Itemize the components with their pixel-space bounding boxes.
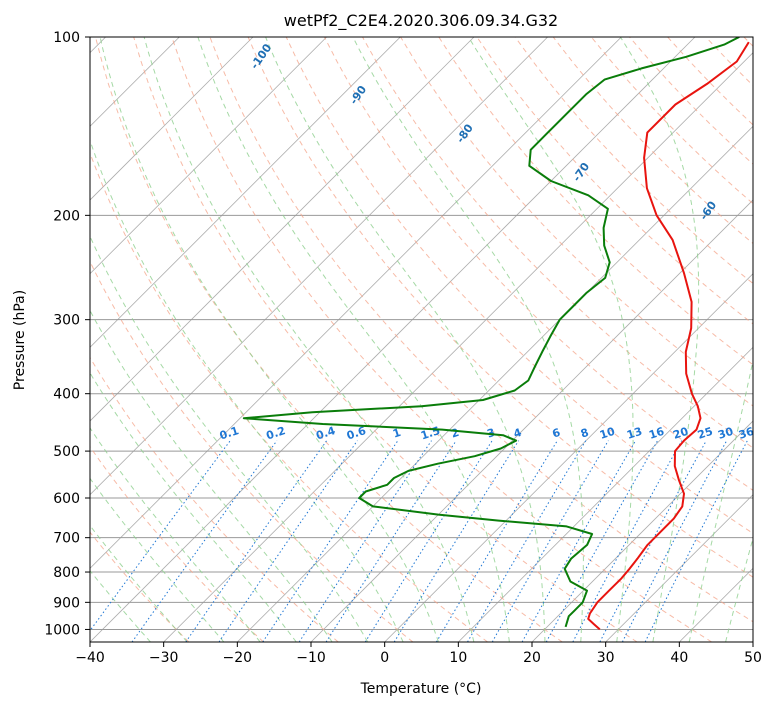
- mixing-ratio-label: 36: [737, 425, 756, 442]
- dry-adiabat-line: [247, 37, 753, 578]
- mixing-ratio-line: [364, 440, 493, 642]
- mixing-ratio-label: 0.4: [314, 424, 337, 442]
- moist-adiabat-line: [619, 37, 700, 642]
- moist-adiabat-line: [90, 524, 188, 642]
- mixing-ratio-label: 2: [449, 426, 460, 441]
- plot-frame: [89, 36, 754, 643]
- moist-adiabat-line: [143, 37, 475, 642]
- temperature-profile-line: [587, 41, 750, 631]
- mixing-ratio-label: 6: [551, 426, 563, 441]
- moist-adiabat-line: [99, 37, 439, 642]
- y-tick-label: 700: [53, 531, 80, 547]
- dry-adiabat-line: [90, 445, 264, 642]
- x-tick-label: −40: [75, 650, 105, 666]
- x-axis-title: Temperature (°C): [360, 681, 482, 697]
- x-tick-label: 20: [523, 650, 541, 666]
- grid-lines: [90, 37, 753, 642]
- dry-adiabat-line: [90, 151, 488, 642]
- mixing-ratio-label: 25: [696, 425, 715, 442]
- moist-adiabat-line: [90, 427, 261, 642]
- mixing-ratio-line: [491, 440, 609, 642]
- moist-adiabat-line: [90, 138, 404, 642]
- mixing-ratio-line: [644, 440, 748, 642]
- mixing-ratio-line: [185, 440, 328, 642]
- y-tick-label: 600: [53, 491, 80, 507]
- x-tick-label: 10: [449, 650, 467, 666]
- moist-adiabat-line: [352, 37, 584, 642]
- dry-adiabat-line: [133, 37, 638, 642]
- dry-adiabat-line: [209, 37, 753, 623]
- dry-adiabat-line: [95, 37, 563, 642]
- mixing-ratio-line: [545, 440, 659, 642]
- mixing-ratio-line: [90, 440, 231, 632]
- mixing-ratio-label: 30: [716, 425, 735, 442]
- moist-adiabat-line: [90, 569, 151, 642]
- dry-adiabat-line: [171, 37, 712, 642]
- y-tick-label: 200: [53, 208, 80, 224]
- isotherm-line: [605, 494, 753, 642]
- y-axis-title: Pressure (hPa): [12, 290, 28, 390]
- isotherm-line: [90, 37, 696, 642]
- axis-ticks: −40 −30 −20 −10 0 10 20 30 40 5010020030040050060…: [44, 30, 762, 666]
- mixing-ratio-line: [131, 440, 278, 642]
- chart-title: wetPf2_C2E4.2020.306.09.34.G32: [284, 11, 558, 31]
- dry-adiabat-line: [90, 260, 414, 642]
- x-tick-label: 40: [670, 650, 688, 666]
- isotherm-line: [384, 273, 753, 642]
- mixing-ratio-label: 0.2: [265, 424, 288, 442]
- mixing-ratio-line: [521, 440, 637, 642]
- moist-adiabat-line: [90, 235, 369, 642]
- x-tick-label: −30: [149, 650, 179, 666]
- x-tick-label: 50: [744, 650, 762, 666]
- isotherm-line: [458, 346, 753, 642]
- moist-adiabat-line: [90, 477, 225, 642]
- mixing-ratio-label: 20: [671, 425, 690, 442]
- x-tick-label: −10: [296, 650, 326, 666]
- y-tick-label: 500: [53, 444, 80, 460]
- x-tick-label: 0: [380, 650, 389, 666]
- plot-area: [90, 37, 753, 642]
- y-tick-label: 900: [53, 595, 80, 611]
- isotherm-line: [90, 37, 548, 496]
- mixing-ratio-label: 1: [391, 426, 402, 441]
- y-tick-label: 400: [53, 387, 80, 403]
- isotherm-line: [90, 37, 327, 275]
- mixing-ratio-label: 8: [579, 426, 590, 441]
- isotherm-line: [90, 37, 475, 422]
- mixing-ratio-line: [572, 440, 683, 642]
- mixing-ratio-line: [435, 440, 558, 642]
- isotherm-line: [90, 37, 401, 348]
- x-tick-label: −20: [223, 650, 253, 666]
- moist-adiabat-line: [90, 371, 297, 642]
- mixing-ratio-line: [298, 440, 432, 642]
- mixing-ratio-label: 13: [625, 425, 644, 442]
- isotherm-line: [90, 37, 622, 569]
- isotherm-line: [90, 37, 254, 201]
- isotherm-line: [163, 52, 753, 642]
- dry-adiabat-line: [90, 531, 190, 642]
- mixing-ratio-label: 16: [647, 425, 666, 442]
- dry-adiabat-line: [514, 37, 753, 285]
- mixing-ratio-line: [325, 440, 457, 642]
- y-tick-label: 800: [53, 565, 80, 581]
- isotherm-line: [531, 420, 753, 642]
- mixing-ratio-line: [467, 440, 587, 642]
- dry-adiabat-line: [90, 356, 339, 642]
- dewpoint-profile-line: [242, 37, 740, 628]
- y-tick-label: 300: [53, 313, 80, 329]
- dry-adiabat-line: [362, 37, 753, 449]
- mixing-ratio-label: 0.6: [345, 424, 368, 442]
- mixing-ratio-line: [262, 440, 399, 642]
- mixing-ratio-label: 10: [598, 425, 617, 442]
- mixing-ratio-label: 0.1: [218, 424, 241, 442]
- mixing-ratio-line: [393, 440, 520, 642]
- profile-lines: [242, 37, 750, 631]
- x-tick-label: 30: [597, 650, 615, 666]
- y-tick-label: 1000: [44, 622, 80, 638]
- moist-adiabat-line: [265, 37, 546, 642]
- mixing-ratio-label: 4: [512, 426, 524, 441]
- y-tick-label: 100: [53, 30, 80, 46]
- isotherm-line: [237, 125, 753, 642]
